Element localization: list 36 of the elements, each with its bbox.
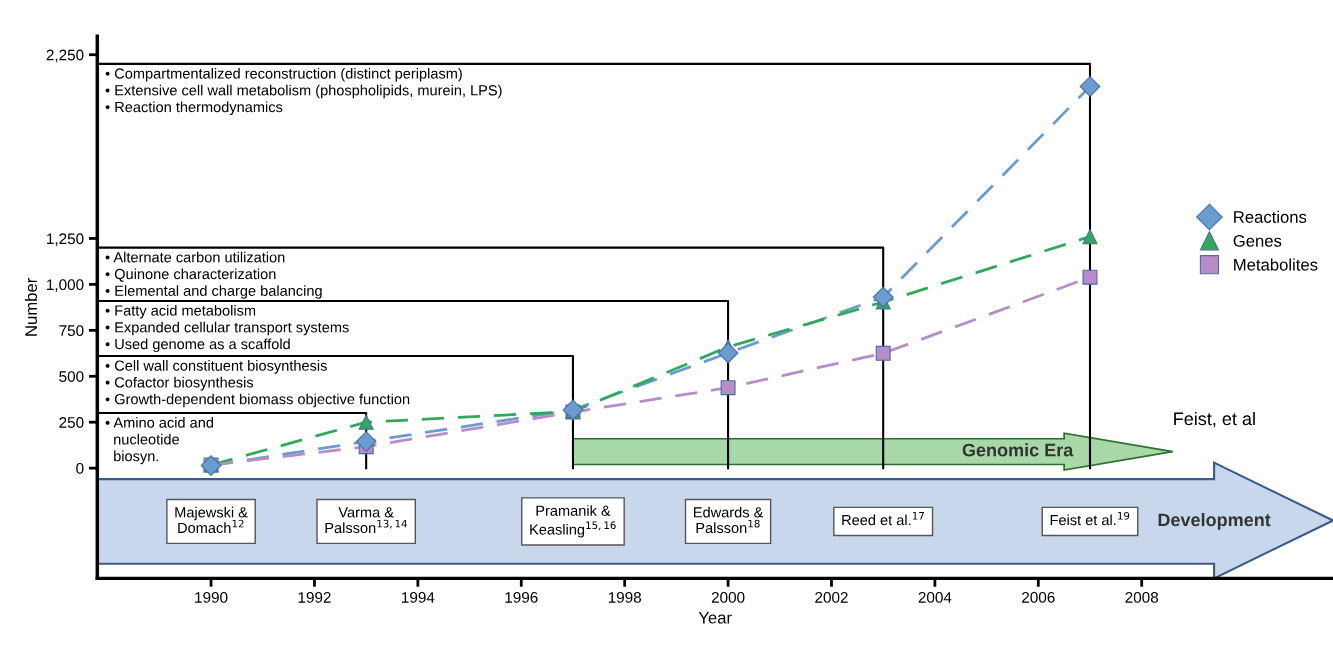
annotation: Reed et al.$^{17}$ (842, 512, 924, 526)
x-axis-title: Year (698, 611, 732, 624)
annotation: Genomic Era (962, 443, 1074, 457)
y-tick-label: 750 (59, 325, 84, 337)
x-tick-label: 2004 (918, 591, 952, 603)
annotation: Feist, et al (1174, 411, 1255, 428)
y-tick-label: 1,250 (47, 233, 84, 246)
annotation: Pramanik & Keasling$^{15,16}$ (530, 505, 616, 538)
x-tick-label: 2008 (1125, 591, 1159, 603)
annotation: • Cell wall constituent biosynthesis • Cofactor biosynthesis • Growth-dependent biomass objective function (105, 360, 410, 408)
annotation: Edwards & Palsson$^{18}$ (694, 506, 764, 534)
annotation: • Compartmentalized reconstruction (distinct periplasm) • Extensive cell wall metabolism (phospholipids, murein, LPS) • Reaction thermodynamics (105, 67, 502, 116)
y-axis-title: Number (24, 278, 38, 336)
y-tick-label: 1,000 (47, 279, 84, 292)
annotation: • Alternate carbon utilization • Quinone characterization • Elemental and charge balancing (105, 251, 322, 299)
x-tick-label: 2006 (1022, 591, 1055, 603)
y-tick-label: 500 (59, 371, 84, 382)
annotation: Feist et al.$^{19}$ (1050, 511, 1130, 526)
x-tick-label: 1996 (505, 591, 538, 603)
annotation: Majewski & Domach$^{12}$ (175, 506, 248, 534)
x-tick-label: 1998 (608, 591, 642, 603)
x-tick-label: 2002 (815, 591, 848, 603)
x-tick-label: 1990 (195, 591, 228, 603)
y-tick-label: 0 (76, 463, 84, 474)
x-tick-label: 1994 (402, 591, 435, 603)
annotation: Varma & Palsson$^{13,14}$ (325, 507, 407, 534)
legend-label: Metabolites (1234, 258, 1318, 271)
y-tick-label: 250 (59, 417, 84, 428)
annotation: • Amino acid and nucleotide biosyn. (105, 417, 213, 465)
x-tick-label: 2000 (711, 591, 745, 603)
legend-label: Reactions (1234, 210, 1307, 223)
annotation: Development (1158, 513, 1271, 530)
annotation: • Fatty acid metabolism • Expanded cellular transport systems • Used genome as a scaffold (105, 304, 349, 353)
y-tick-label: 2,250 (46, 49, 84, 63)
x-tick-label: 1992 (298, 591, 331, 603)
legend-label: Genes (1233, 234, 1282, 247)
